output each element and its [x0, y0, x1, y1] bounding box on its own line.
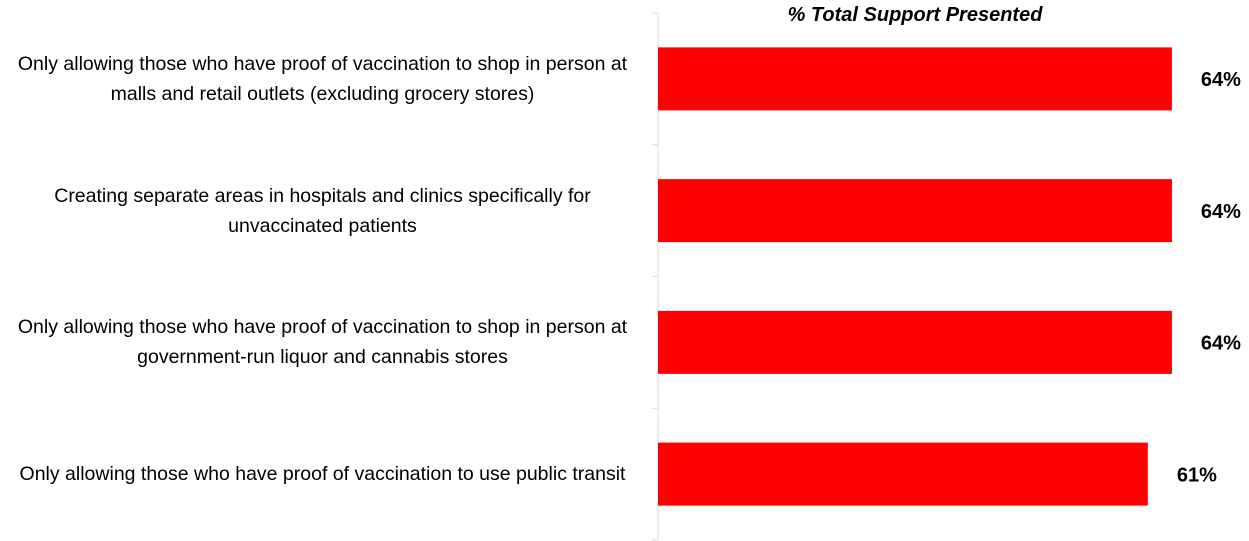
value-label: 64% [1201, 201, 1241, 223]
value-label: 64% [1201, 333, 1241, 355]
bar [658, 310, 1172, 374]
category-label: Only allowing those who have proof of va… [19, 463, 626, 486]
category-label: Only allowing those who have proof of va… [17, 316, 628, 369]
bar [658, 442, 1148, 506]
bar [658, 47, 1172, 111]
chart-title: % Total Support Presented [787, 4, 1043, 26]
value-label: 61% [1177, 464, 1217, 486]
category-label: Creating separate areas in hospitals and… [54, 184, 591, 237]
value-label: 64% [1201, 69, 1241, 91]
bar [658, 179, 1172, 243]
category-label: Only allowing those who have proof of va… [17, 52, 628, 105]
